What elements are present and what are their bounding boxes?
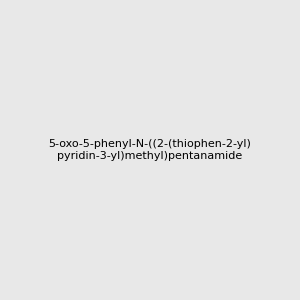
Text: 5-oxo-5-phenyl-N-((2-(thiophen-2-yl)
pyridin-3-yl)methyl)pentanamide: 5-oxo-5-phenyl-N-((2-(thiophen-2-yl) pyr…: [49, 139, 251, 161]
